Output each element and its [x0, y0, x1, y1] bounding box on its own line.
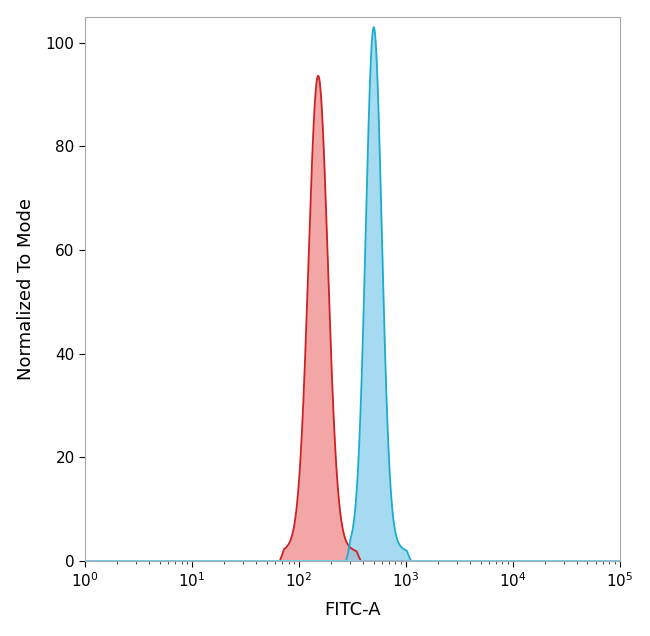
- Y-axis label: Normalized To Mode: Normalized To Mode: [17, 198, 34, 380]
- X-axis label: FITC-A: FITC-A: [324, 601, 381, 619]
